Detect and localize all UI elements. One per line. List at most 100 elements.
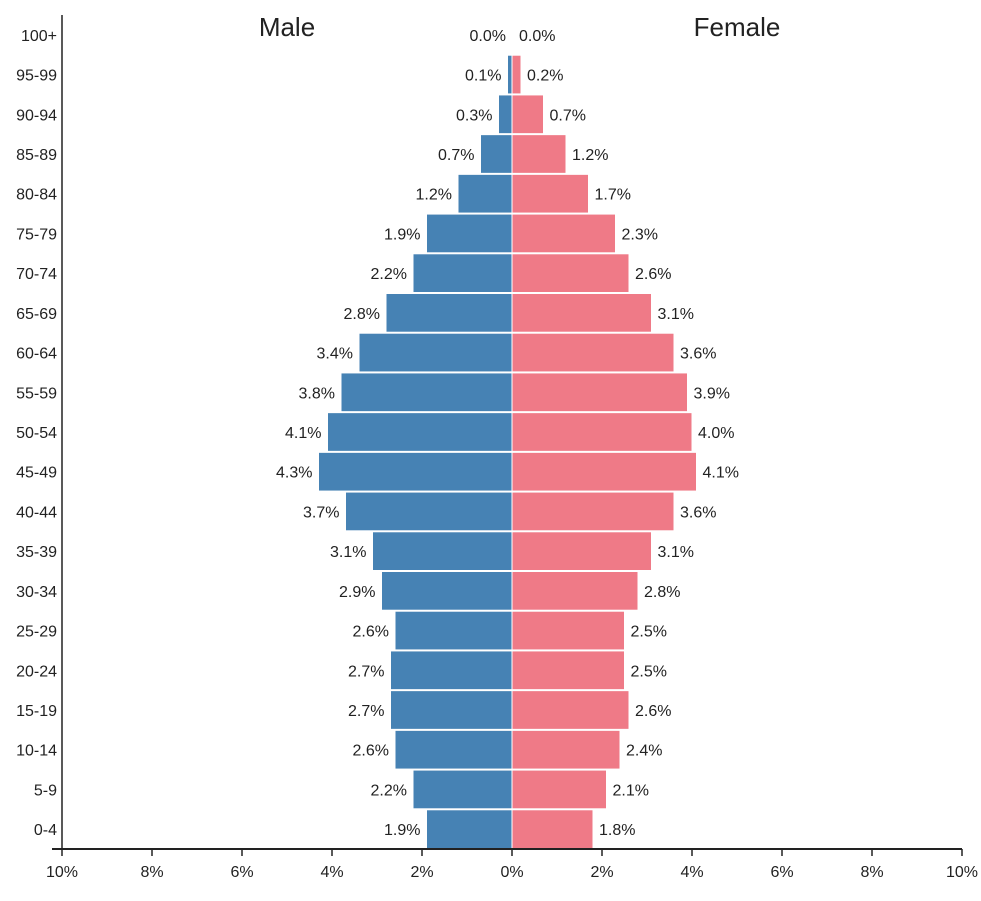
female-bar-30-34 [511,571,639,611]
age-group-label: 15-19 [16,703,57,720]
male-bar-30-34 [381,571,513,611]
female-bar-75-79 [511,213,616,254]
female-value-label: 4.1% [703,465,739,482]
age-group-label: 50-54 [16,425,57,442]
male-value-label: 2.7% [348,703,384,720]
female-bar-20-24 [511,650,625,691]
age-group-label: 25-29 [16,624,57,641]
x-tick-label: 4% [680,864,703,881]
male-value-label: 3.1% [330,544,366,561]
age-group-label: 60-64 [16,346,57,363]
male-bar-40-44 [345,491,513,532]
x-tick-label: 2% [590,864,613,881]
male-value-label: 3.8% [299,385,335,402]
male-value-label: 0.0% [470,28,506,45]
age-group-label: 95-99 [16,68,57,85]
male-value-label: 3.4% [317,346,353,363]
male-value-label: 2.2% [371,266,407,283]
age-group-label: 10-14 [16,743,57,760]
female-bar-25-29 [511,610,625,651]
male-value-label: 1.9% [384,822,420,839]
age-group-label: 30-34 [16,584,57,601]
female-value-label: 1.2% [572,147,608,164]
male-bar-50-54 [327,412,513,452]
male-bar-5-9 [412,769,513,810]
age-group-label: 40-44 [16,504,57,521]
x-tick-label: 10% [946,864,978,881]
female-value-label: 2.5% [631,663,667,680]
male-value-label: 2.2% [371,782,407,799]
female-bar-5-9 [511,769,607,810]
female-bar-55-59 [511,372,688,413]
female-value-label: 3.9% [694,385,730,402]
age-group-label: 80-84 [16,187,57,204]
female-value-label: 2.1% [613,782,649,799]
age-group-label: 5-9 [34,782,57,799]
female-title: Female [694,12,781,42]
male-bar-35-39 [372,531,513,571]
male-value-label: 4.1% [285,425,321,442]
female-bar-10-14 [511,729,621,770]
female-value-label: 2.4% [626,743,662,760]
female-value-label: 4.0% [698,425,734,442]
male-value-label: 2.8% [344,306,380,323]
male-title: Male [259,12,315,42]
female-bar-80-84 [511,173,589,214]
male-bar-25-29 [394,610,513,651]
female-bar-95-99 [511,54,522,95]
male-value-label: 2.6% [353,743,389,760]
male-bar-95-99 [507,54,513,95]
male-bar-90-94 [498,94,513,135]
female-bar-45-49 [511,451,697,492]
x-tick-label: 8% [860,864,883,881]
male-bar-80-84 [457,173,513,214]
age-group-label: 55-59 [16,385,57,402]
age-group-label: 90-94 [16,107,57,124]
female-value-label: 3.6% [680,504,716,521]
male-bar-0-4 [426,809,513,849]
female-value-label: 3.1% [658,306,694,323]
female-bar-65-69 [511,293,652,333]
x-tick-label: 0% [500,864,523,881]
x-tick-label: 8% [140,864,163,881]
female-bar-60-64 [511,332,675,373]
female-value-label: 2.3% [622,226,658,243]
x-tick-label: 4% [320,864,343,881]
female-value-label: 3.1% [658,544,694,561]
female-bar-90-94 [511,94,544,135]
age-group-label: 45-49 [16,465,57,482]
female-bar-70-74 [511,253,630,294]
age-group-label: 75-79 [16,226,57,243]
female-bar-40-44 [511,491,675,532]
male-value-label: 0.1% [465,68,501,85]
male-bar-20-24 [390,650,513,691]
female-value-label: 2.6% [635,703,671,720]
female-value-label: 2.5% [631,624,667,641]
female-value-label: 1.7% [595,187,631,204]
age-group-label: 20-24 [16,663,57,680]
male-bar-75-79 [426,213,513,254]
male-bar-15-19 [390,690,513,730]
female-value-label: 2.8% [644,584,680,601]
female-value-label: 0.2% [527,68,563,85]
x-tick-label: 6% [230,864,253,881]
x-tick-label: 2% [410,864,433,881]
female-value-label: 0.7% [550,107,586,124]
x-tick-label: 10% [46,864,78,881]
male-bar-85-89 [480,134,513,174]
age-group-label: 35-39 [16,544,57,561]
male-bar-70-74 [412,253,513,294]
female-bar-100+ [511,15,514,55]
male-bar-55-59 [340,372,513,413]
male-value-label: 0.7% [438,147,474,164]
x-tick-label: 6% [770,864,793,881]
female-value-label: 1.8% [599,822,635,839]
female-bar-85-89 [511,134,567,174]
age-group-label: 85-89 [16,147,57,164]
female-bar-15-19 [511,690,630,730]
male-value-label: 0.3% [456,107,492,124]
female-value-label: 2.6% [635,266,671,283]
male-bar-10-14 [394,729,513,770]
male-value-label: 2.9% [339,584,375,601]
